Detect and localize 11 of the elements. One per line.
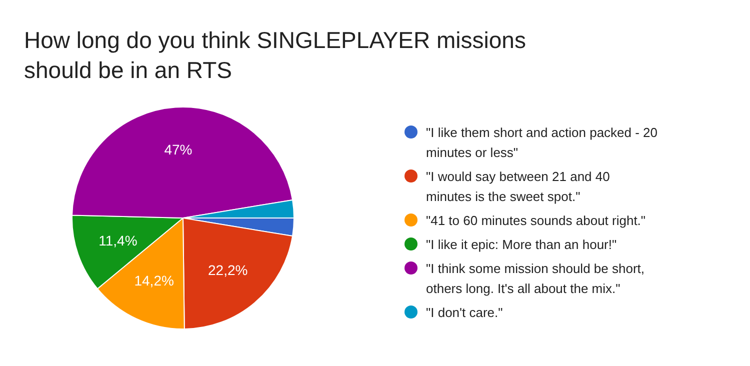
legend-label: "I like them short and action packed - 20 minutes or less" [426, 125, 658, 160]
data-label: 14,2% [134, 272, 174, 288]
legend-label: "I don't care." [426, 305, 504, 320]
legend-label: "I like it epic: More than an hour!" [426, 237, 617, 252]
data-label: 11,4% [98, 232, 138, 248]
legend-label: "I would say between 21 and 40 minutes is the sweet spot." [426, 169, 610, 204]
data-label: 47% [164, 141, 192, 158]
data-label: 22,2% [208, 262, 248, 278]
legend-label: "41 to 60 minutes sounds about right." [426, 213, 646, 228]
legend-label: "I think some mission should be short, others long. It's all about the mix." [426, 261, 644, 296]
chart-title: How long do you think SINGLEPLAYER missions should be in an RTS [24, 27, 526, 83]
